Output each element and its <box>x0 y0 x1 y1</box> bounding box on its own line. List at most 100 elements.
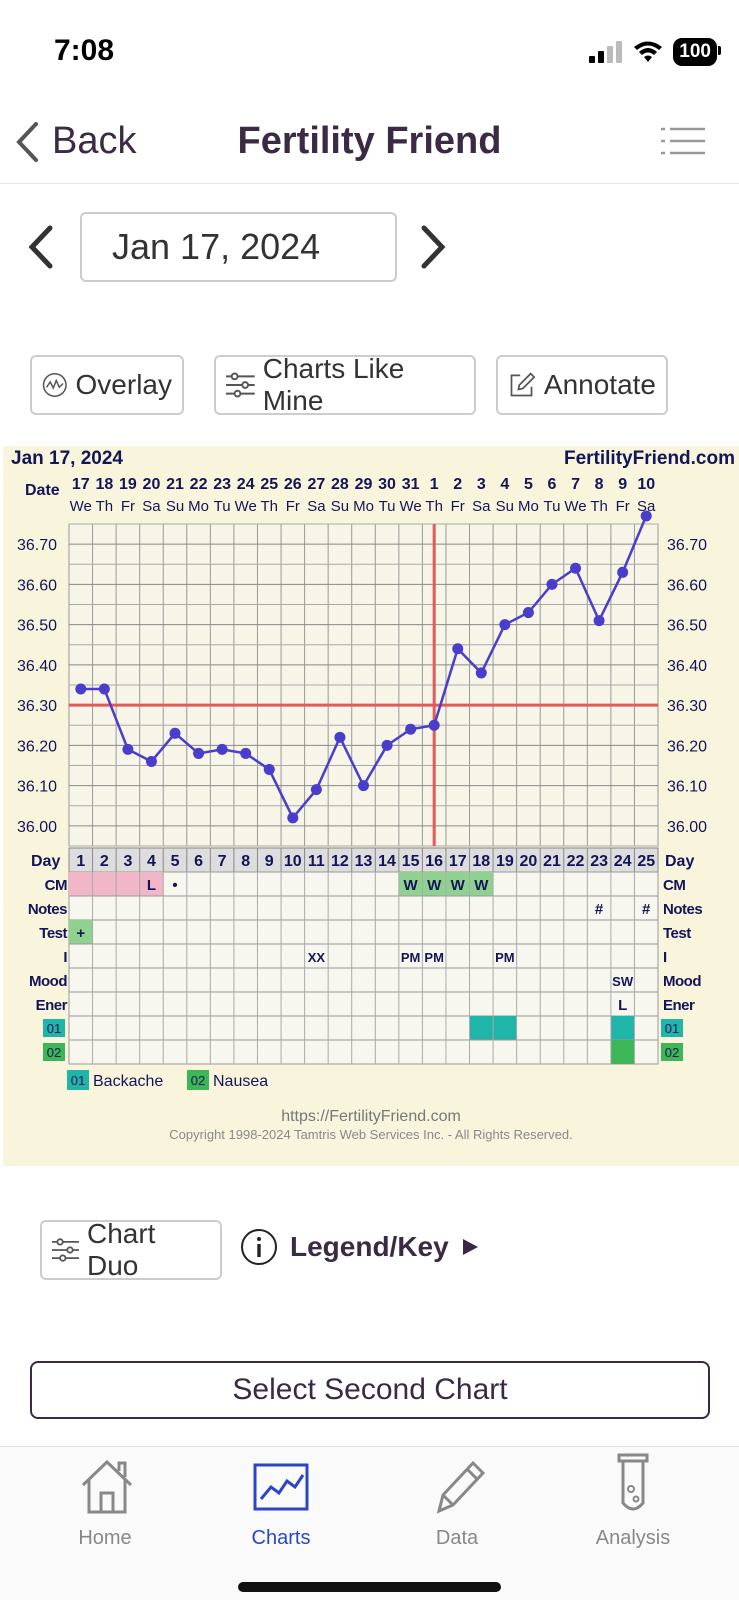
info-icon <box>241 1229 277 1265</box>
chart-site-name: FertilityFriend.com <box>564 448 735 469</box>
row-cm-mark: W <box>427 877 442 894</box>
row-s01-bg <box>68 1015 659 1041</box>
date-tick-label: 18 <box>95 476 113 493</box>
cm-menstrual-cell <box>69 872 93 896</box>
tab-analysis-label: Analysis <box>595 1527 671 1549</box>
date-tick-label: 17 <box>72 476 90 493</box>
tab-home[interactable]: Home <box>15 1447 195 1577</box>
row-s01-symptom-cell <box>493 1016 517 1040</box>
tab-analysis[interactable]: Analysis <box>543 1447 723 1577</box>
day-number: 12 <box>331 853 349 870</box>
day-number: 17 <box>449 853 467 870</box>
weekday-tick-label: Th <box>96 498 114 515</box>
date-tick-label: 24 <box>237 476 255 493</box>
row-s02-badge-right <box>661 1043 683 1061</box>
row-test-highlight-cell <box>69 920 93 944</box>
next-date-button[interactable] <box>418 224 448 275</box>
chevron-left-icon <box>28 225 53 269</box>
weekday-tick-label: Su <box>496 498 514 515</box>
row-s02-label-right: 02 <box>665 1045 679 1060</box>
date-tick-label: 22 <box>190 476 208 493</box>
y-tick-label-right: 36.70 <box>667 537 707 554</box>
date-tick-label: 28 <box>331 476 349 493</box>
date-tick-label: 27 <box>307 476 325 493</box>
tab-charts[interactable]: Charts <box>191 1447 371 1577</box>
battery-indicator: 100 <box>673 38 721 66</box>
date-tick-label: 7 <box>571 476 580 493</box>
row-i-mark: PM <box>495 950 515 965</box>
row-s02-badge <box>43 1043 65 1061</box>
y-tick-label-right: 36.60 <box>667 577 707 594</box>
row-cm-mark: W <box>451 877 466 894</box>
weekday-tick-label: Th <box>590 498 608 515</box>
charts-like-mine-button[interactable]: Charts Like Mine <box>214 353 476 416</box>
select-second-chart-button[interactable]: Select Second Chart <box>30 1361 710 1419</box>
temperature-point <box>522 607 534 619</box>
chart-icon <box>253 1463 309 1511</box>
legend-backache-code: 01 <box>71 1073 85 1088</box>
row-ener-mark: L <box>618 997 627 1014</box>
tab-charts-label: Charts <box>251 1527 311 1549</box>
row-cm-label-right: CM <box>663 877 685 894</box>
annotate-button[interactable]: Annotate <box>496 355 668 415</box>
temperature-point <box>240 747 252 759</box>
legend-nausea-swatch <box>187 1070 209 1090</box>
date-tick-label: 23 <box>213 476 231 493</box>
day-number: 5 <box>171 853 180 870</box>
date-tick-label: 3 <box>477 476 486 493</box>
date-tick-label: 31 <box>402 476 420 493</box>
temperature-point <box>145 755 157 767</box>
nav-bar: Back Fertility Friend <box>0 100 739 184</box>
temperature-point <box>75 683 87 695</box>
date-tick-label: 25 <box>260 476 278 493</box>
house-icon <box>81 1459 133 1514</box>
row-s02-label: 02 <box>47 1045 61 1060</box>
day-row-bg <box>68 847 659 873</box>
y-tick-label-right: 36.40 <box>667 658 707 675</box>
chart-duo-button[interactable]: Chart Duo <box>40 1218 222 1281</box>
row-notes-label-right: Notes <box>663 901 702 918</box>
temperature-point <box>452 643 464 655</box>
weekday-tick-label: Mo <box>353 498 374 515</box>
y-tick-label-right: 36.20 <box>667 738 707 755</box>
previous-date-button[interactable] <box>26 224 56 275</box>
overlay-label: Overlay <box>75 369 172 400</box>
overlay-button[interactable]: Overlay <box>30 355 184 415</box>
temperature-point <box>428 719 440 731</box>
date-tick-label: 9 <box>618 476 627 493</box>
chart-options: Chart Duo Legend/Key <box>0 1218 739 1282</box>
chevron-left-icon <box>16 121 38 162</box>
cm-menstrual-cell <box>116 872 140 896</box>
menu-button[interactable] <box>661 126 705 161</box>
chart-header-date: Jan 17, 2024 <box>11 448 123 469</box>
home-indicator <box>238 1582 501 1592</box>
temperature-point <box>169 727 181 739</box>
sliders-icon <box>52 1238 79 1262</box>
weekday-tick-label: We <box>70 498 92 515</box>
back-button[interactable]: Back <box>14 120 136 163</box>
row-mood-bg <box>68 967 659 993</box>
legend-backache-swatch <box>67 1070 89 1090</box>
weekday-tick-label: We <box>235 498 257 515</box>
date-selector: Jan 17, 2024 <box>0 212 739 284</box>
legend-key-button[interactable]: Legend/Key <box>240 1228 479 1266</box>
row-i-mark: PM <box>401 950 421 965</box>
row-test-label: Test <box>39 925 67 942</box>
chart-footer-url: https://FertilityFriend.com <box>281 1108 461 1125</box>
temperature-point <box>475 667 487 679</box>
cm-menstrual-cell <box>92 872 117 896</box>
tab-data[interactable]: Data <box>367 1447 547 1577</box>
date-field[interactable]: Jan 17, 2024 <box>80 212 397 282</box>
day-number: 10 <box>284 853 302 870</box>
row-cm-mark: W <box>404 877 419 894</box>
row-cm-highlight-cell <box>422 872 446 896</box>
tab-data-label: Data <box>435 1527 479 1549</box>
date-tick-label: 20 <box>143 476 161 493</box>
weekday-tick-label: Su <box>331 498 349 515</box>
row-test-mark: + <box>76 925 85 942</box>
weekday-tick-label: We <box>564 498 586 515</box>
play-arrow-icon <box>462 1239 478 1255</box>
row-i-label: I <box>63 949 67 966</box>
y-tick-label-left: 36.70 <box>17 537 57 554</box>
